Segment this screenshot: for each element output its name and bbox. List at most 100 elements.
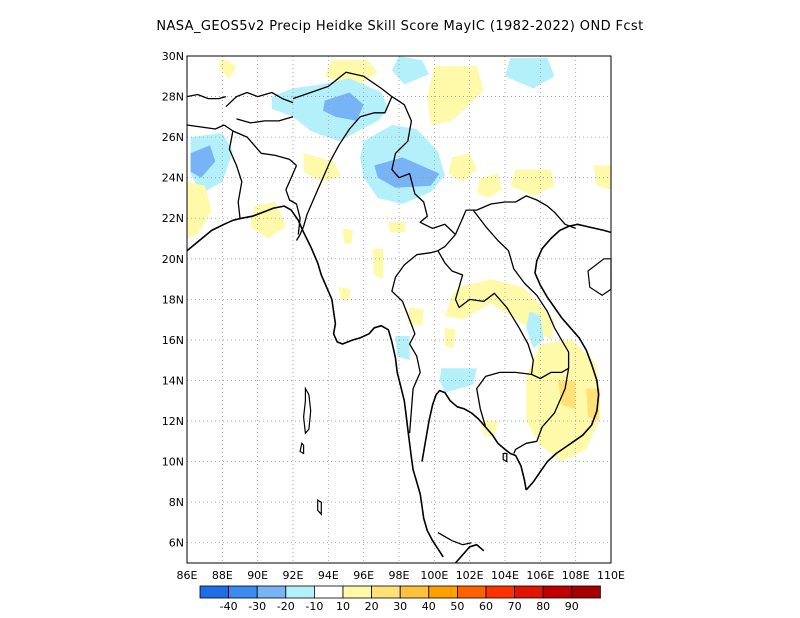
- skill-patch--10: [395, 335, 410, 361]
- grid-lines: [187, 56, 611, 563]
- lon-label: 106E: [526, 569, 554, 582]
- border-thailand-malaysia: [437, 532, 472, 546]
- skill-patch-20: [250, 202, 286, 239]
- colorbar-label: -20: [277, 600, 295, 613]
- skill-patch-20: [372, 248, 384, 280]
- lat-label: 12N: [162, 415, 184, 428]
- skill-patch-20: [303, 153, 341, 182]
- colorbar-label: 70: [508, 600, 522, 613]
- colorbar-label: -40: [220, 600, 238, 613]
- colorbar-swatch: [485, 585, 516, 599]
- skill-patch-20: [476, 173, 502, 198]
- skill-patches: [187, 56, 611, 462]
- island-hainan: [587, 258, 612, 297]
- colorbar-label: 80: [536, 600, 550, 613]
- border-myanmar-thailand: [391, 250, 439, 434]
- border-myanmar-china: [391, 96, 456, 235]
- lat-label: 28N: [162, 91, 184, 104]
- colorbar-swatch: [399, 585, 430, 599]
- skill-patch-20: [448, 153, 477, 182]
- colorbar-label: 90: [565, 600, 579, 613]
- border-nepal-tibet: [186, 93, 227, 100]
- skill-patch--20: [190, 145, 216, 178]
- border-bangladesh-west: [223, 124, 243, 219]
- border-laos-vietnam: [472, 209, 570, 369]
- colorbar-label: 10: [336, 600, 350, 613]
- border-cambodia-vietnam: [513, 368, 570, 454]
- border-china-laos-vietnam: [454, 195, 576, 235]
- lon-label: 86E: [177, 569, 198, 582]
- colorbar-swatch: [313, 585, 344, 599]
- longitude-labels: 86E 88E 90E 92E 94E 96E 98E 100E 102E 104E 106E 108…: [177, 569, 625, 582]
- skill-patch-20: [427, 66, 484, 125]
- colorbar-swatch: [571, 585, 601, 599]
- border-tibet-india-east: [292, 71, 393, 100]
- lat-label: 20N: [162, 253, 184, 266]
- lon-label: 88E: [212, 569, 233, 582]
- border-bangladesh-east: [285, 165, 301, 235]
- lat-label: 18N: [162, 293, 184, 306]
- border-india-myanmar: [295, 96, 393, 241]
- border-bhutan-north: [225, 91, 294, 108]
- skill-patch--20: [323, 92, 364, 121]
- colorbar-swatch: [285, 585, 315, 599]
- colorbar-swatch: [428, 585, 458, 599]
- skill-patch-20: [218, 58, 237, 79]
- skill-patch-20: [342, 228, 354, 245]
- colorbar-label: 40: [422, 600, 436, 613]
- colorbar-swatch: [256, 585, 287, 599]
- colorbar-swatch: [371, 585, 401, 599]
- border-nepal-india: [186, 124, 225, 130]
- skill-patch-20: [510, 169, 555, 196]
- colorbar-label: -10: [305, 600, 323, 613]
- border-bhutan-south: [236, 116, 294, 124]
- colorbar-label: 30: [393, 600, 407, 613]
- coastline-vietnam-coast: [525, 223, 612, 491]
- colorbar-label: 60: [479, 600, 493, 613]
- lon-label: 104E: [491, 569, 519, 582]
- lat-label: 30N: [162, 50, 184, 63]
- border-bangladesh-north: [232, 130, 297, 166]
- colorbar-swatch: [199, 585, 230, 599]
- colorbar-swatch: [542, 585, 573, 599]
- skill-patch--20: [505, 58, 555, 89]
- skill-patch--20: [374, 157, 440, 188]
- colorbar-swatch: [342, 585, 373, 599]
- skill-patch-20: [338, 287, 352, 302]
- lon-label: 100E: [420, 569, 448, 582]
- border-laos-cambodia: [531, 367, 569, 380]
- map-frame: [186, 55, 612, 564]
- colorbar-label: 20: [365, 600, 379, 613]
- lat-label: 6N: [169, 537, 184, 550]
- skill-patch-30: [558, 380, 576, 409]
- lat-label: 8N: [169, 496, 184, 509]
- skill-patch-20: [444, 327, 456, 348]
- lat-label: 24N: [162, 172, 184, 185]
- coastline-india-myanmar-thailand: [186, 205, 444, 558]
- coastlines-and-borders: [186, 71, 612, 564]
- island-nicobar: [317, 499, 322, 516]
- skill-patch--10: [439, 368, 477, 393]
- island-little-andaman: [299, 441, 305, 455]
- coastline-malay-tip: [454, 543, 485, 564]
- skill-patch-20: [187, 181, 212, 239]
- lon-label: 94E: [318, 569, 339, 582]
- border-myanmar-laos: [437, 234, 456, 252]
- lat-label: 10N: [162, 456, 184, 469]
- colorbar-swatch: [228, 585, 258, 599]
- colorbar-label: -30: [248, 600, 266, 613]
- latitude-labels: 30N 28N 26N 24N 22N 20N 18N 16N 14N 12N 10N 8N 6N: [162, 50, 184, 550]
- border-thailand-cambodia: [476, 371, 532, 428]
- lon-label: 108E: [562, 569, 590, 582]
- skill-patch-20: [388, 222, 407, 233]
- coastline-gulf-of-thailand: [421, 389, 527, 491]
- lat-label: 26N: [162, 131, 184, 144]
- skill-patch--10: [391, 56, 429, 85]
- lat-label: 22N: [162, 212, 184, 225]
- skill-patch--10: [526, 311, 544, 348]
- lat-label: 14N: [162, 374, 184, 387]
- colorbar-label: 50: [450, 600, 464, 613]
- lon-label: 90E: [247, 569, 268, 582]
